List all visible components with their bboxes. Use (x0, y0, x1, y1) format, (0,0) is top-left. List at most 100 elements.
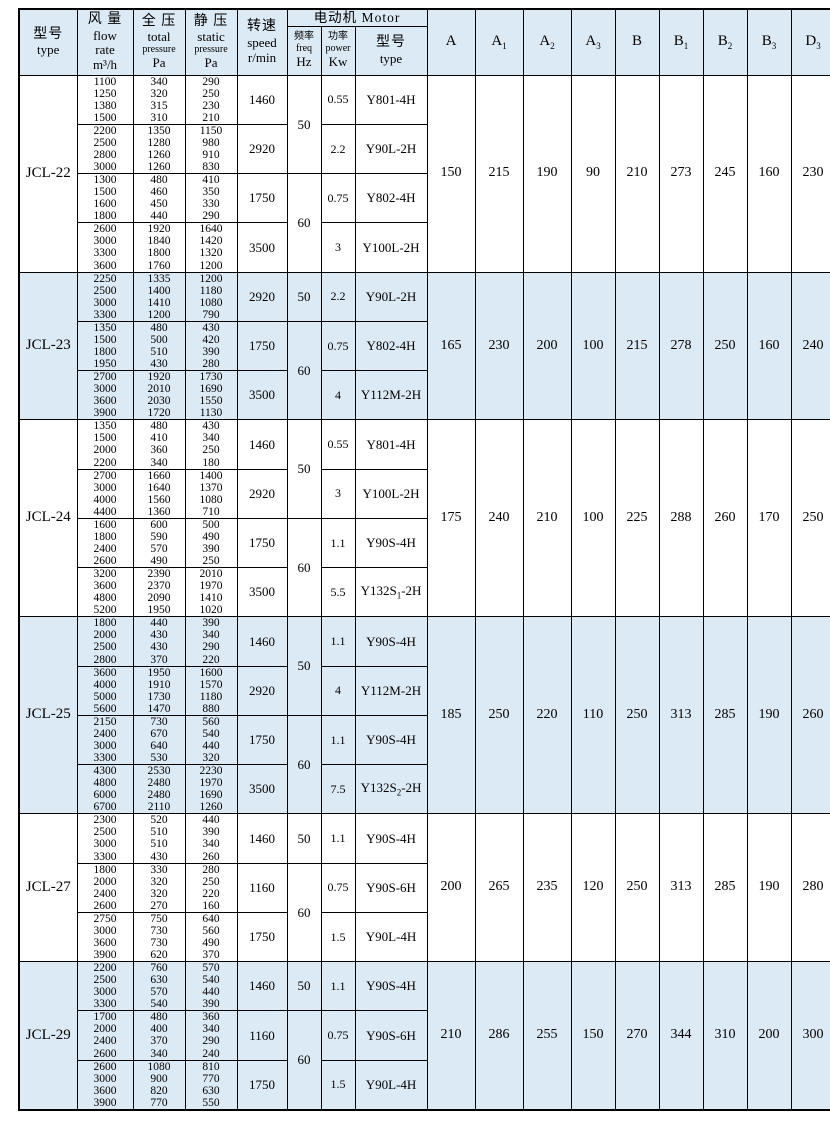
flow-value: 2000 (93, 1023, 117, 1036)
header-mtype-en: type (379, 50, 403, 66)
flow-values-cell: 1100 1250 1380 1500 (76, 74, 134, 125)
flow-values-cell: 1300 1500 1600 1800 (76, 173, 134, 224)
static-value: 980 (202, 136, 220, 149)
power-cell: 1.1 (320, 813, 356, 864)
header-static-pressure: 静 压 static pressure Pa (184, 8, 238, 76)
static-value: 240 (202, 1047, 220, 1060)
flow-value: 2750 (93, 912, 117, 925)
flow-values-cell: 1600 1800 2400 2600 (76, 517, 134, 569)
speed-cell: 3500 (236, 567, 288, 618)
power-cell: 1.1 (320, 616, 356, 667)
total-value: 540 (150, 998, 168, 1011)
flow-value: 1800 (93, 530, 117, 543)
speed-cell: 1460 (236, 74, 288, 125)
flow-values-cell: 2200 2500 3000 3300 (76, 961, 134, 1012)
dimension-cell: 240 (790, 271, 830, 421)
static-values-cell: 1150 980 910 830 (184, 123, 238, 175)
dimension-cell: 150 (570, 961, 616, 1111)
dimension-cell: 225 (614, 419, 660, 618)
total-value: 1920 (147, 223, 171, 236)
total-value: 2390 (147, 568, 171, 581)
flow-value: 2700 (93, 469, 117, 482)
total-value: 640 (150, 739, 168, 752)
static-value: 880 (202, 702, 220, 715)
dimension-cell: 90 (570, 74, 616, 273)
flow-value: 5200 (93, 604, 117, 617)
flow-value: 3000 (93, 838, 117, 851)
speed-cell: 1750 (236, 173, 288, 224)
power-cell: 1.5 (320, 911, 356, 963)
flow-value: 3300 (93, 850, 117, 863)
static-value: 440 (202, 739, 220, 752)
static-value: 2010 (199, 568, 223, 581)
dimension-cell: 285 (702, 616, 748, 815)
total-values-cell: 1335 1400 1410 1200 (132, 271, 186, 322)
header-total-en: total (147, 29, 171, 45)
total-values-cell: 480 410 360 340 (132, 419, 186, 470)
header-power: 功率 power Kw (320, 25, 356, 76)
total-values-cell: 480 500 510 430 (132, 320, 186, 372)
power-cell: 1.1 (320, 517, 356, 569)
dimension-cell: 286 (474, 961, 524, 1111)
static-values-cell: 1640 1420 1320 1200 (184, 222, 238, 273)
total-values-cell: 730 670 640 530 (132, 714, 186, 766)
static-value: 340 (202, 838, 220, 851)
speed-cell: 1460 (236, 813, 288, 864)
power-cell: 4 (320, 370, 356, 421)
flow-value: 3000 (93, 235, 117, 248)
spec-row: JCL-23 2250 2500 3000 3300 1335 1400 1410 1200 12… (18, 271, 830, 421)
total-value: 340 (150, 1047, 168, 1060)
flow-value: 4000 (93, 493, 117, 506)
flow-value: 1250 (93, 87, 117, 100)
flow-value: 5600 (93, 702, 117, 715)
flow-value: 3000 (93, 986, 117, 999)
flow-value: 3600 (93, 395, 117, 408)
static-value: 1550 (199, 395, 223, 408)
spec-row: 2600 3000 3300 3600 1920 1840 1800 1760 1640 1420… (19, 222, 830, 273)
flow-value: 3300 (93, 998, 117, 1011)
header-speed-en: speed (247, 35, 277, 50)
total-value: 1950 (147, 666, 171, 679)
total-value: 1720 (147, 407, 171, 420)
header-speed-unit: r/min (247, 49, 277, 65)
dimension-cell: 344 (658, 961, 704, 1111)
spec-row: 1800 2000 2400 2600 330 320 320 270 280 250 220 160… (19, 862, 830, 963)
dimension-cell: 160 (746, 271, 792, 421)
total-value: 590 (150, 530, 168, 543)
dimension-cell: 260 (790, 616, 830, 815)
total-value: 1730 (147, 690, 171, 703)
motor-type-cell: Y100L-2H (354, 468, 428, 519)
total-values-cell: 1080 900 820 770 (132, 1059, 186, 1111)
static-value: 220 (202, 887, 220, 900)
power-cell: 7.5 (320, 764, 356, 815)
flow-value: 1800 (93, 617, 117, 630)
dimension-cell: 120 (570, 813, 616, 963)
motor-type-cell: Y802-4H (354, 320, 428, 372)
spec-row: JCL-24 1350 1500 2000 2200 480 410 360 340 430 340… (18, 419, 830, 618)
flow-value: 2400 (93, 727, 117, 740)
power-cell: 2.2 (320, 123, 356, 175)
static-value: 350 (202, 186, 220, 199)
header-freq-en: freq (295, 42, 313, 54)
static-values-cell: 570 540 440 390 (184, 961, 238, 1012)
static-value: 180 (202, 456, 220, 469)
model-name-cell: JCL-23 (18, 271, 78, 421)
flow-values-cell: 2200 2500 2800 3000 (76, 123, 134, 175)
frequency-cell: 50 (286, 813, 322, 864)
frequency-cell: 50 (286, 74, 322, 175)
flow-value: 3600 (93, 666, 117, 679)
total-value: 320 (150, 875, 168, 888)
flow-value: 3000 (93, 739, 117, 752)
power-cell: 0.75 (320, 862, 356, 913)
flow-values-cell: 1700 2000 2400 2600 (76, 1010, 134, 1061)
total-value: 460 (150, 186, 168, 199)
dimension-cell: 265 (474, 813, 524, 963)
spec-row: JCL-27 2300 2500 3000 3300 520 510 510 430 440 390… (18, 813, 830, 963)
speed-cell: 1460 (236, 961, 288, 1012)
spec-row: 3600 4000 5000 5600 1950 1910 1730 1470 1600 1570… (19, 665, 830, 716)
total-value: 1800 (147, 247, 171, 260)
header-frequency: 频率 freq Hz (286, 25, 322, 76)
total-value: 430 (150, 629, 168, 642)
motor-type-cell: Y90S-4H (354, 961, 428, 1012)
static-value: 1150 (199, 124, 223, 137)
